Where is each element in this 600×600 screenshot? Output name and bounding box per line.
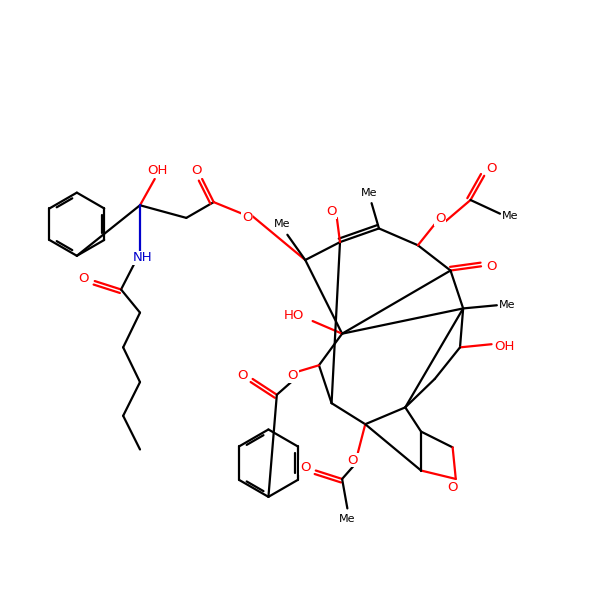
Text: OH: OH [148, 164, 168, 177]
Text: Me: Me [499, 300, 515, 310]
Text: O: O [326, 205, 337, 218]
Text: O: O [435, 212, 445, 226]
Text: O: O [237, 369, 247, 382]
Text: O: O [191, 164, 202, 177]
Text: O: O [300, 461, 311, 474]
Text: Me: Me [502, 211, 519, 221]
Text: O: O [287, 369, 298, 382]
Text: OH: OH [494, 340, 514, 353]
Text: O: O [448, 481, 458, 494]
Text: HO: HO [283, 309, 304, 322]
Text: Me: Me [339, 514, 356, 524]
Text: O: O [487, 260, 497, 273]
Text: NH: NH [132, 251, 152, 265]
Text: O: O [347, 454, 358, 467]
Text: O: O [487, 162, 497, 175]
Text: Me: Me [274, 219, 290, 229]
Text: O: O [242, 211, 253, 224]
Text: O: O [78, 272, 88, 286]
Text: Me: Me [361, 188, 378, 197]
